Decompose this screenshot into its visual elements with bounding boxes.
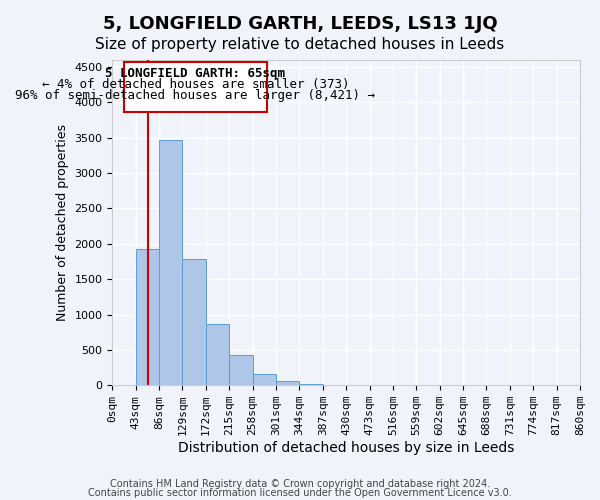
Bar bbox=[206, 324, 229, 385]
Bar bbox=[136, 250, 159, 385]
Text: ← 4% of detached houses are smaller (373): ← 4% of detached houses are smaller (373… bbox=[42, 78, 349, 92]
Bar bbox=[299, 384, 323, 385]
Text: Size of property relative to detached houses in Leeds: Size of property relative to detached ho… bbox=[95, 38, 505, 52]
Bar bbox=[229, 355, 253, 385]
Text: Contains public sector information licensed under the Open Government Licence v3: Contains public sector information licen… bbox=[88, 488, 512, 498]
Text: Contains HM Land Registry data © Crown copyright and database right 2024.: Contains HM Land Registry data © Crown c… bbox=[110, 479, 490, 489]
Text: 5, LONGFIELD GARTH, LEEDS, LS13 1JQ: 5, LONGFIELD GARTH, LEEDS, LS13 1JQ bbox=[103, 15, 497, 33]
Bar bbox=[182, 260, 206, 385]
Bar bbox=[253, 374, 276, 385]
Y-axis label: Number of detached properties: Number of detached properties bbox=[56, 124, 69, 321]
X-axis label: Distribution of detached houses by size in Leeds: Distribution of detached houses by size … bbox=[178, 441, 514, 455]
Bar bbox=[159, 140, 182, 385]
Text: 96% of semi-detached houses are larger (8,421) →: 96% of semi-detached houses are larger (… bbox=[16, 89, 376, 102]
Text: 5 LONGFIELD GARTH: 65sqm: 5 LONGFIELD GARTH: 65sqm bbox=[106, 67, 286, 80]
Bar bbox=[323, 384, 346, 385]
FancyBboxPatch shape bbox=[124, 62, 266, 112]
Bar bbox=[276, 382, 299, 385]
